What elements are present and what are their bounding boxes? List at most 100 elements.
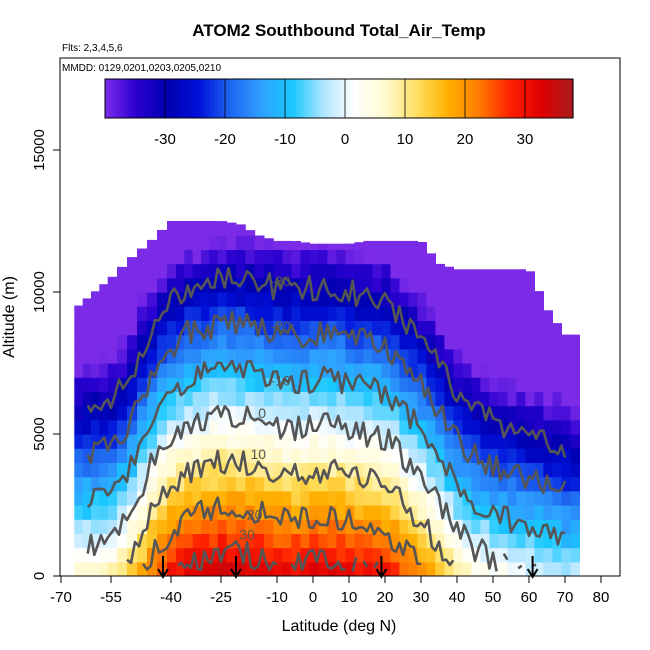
heatmap-cell: [117, 533, 128, 549]
heatmap-cell: [399, 377, 409, 392]
heatmap-cell: [363, 348, 373, 364]
heatmap-cell: [462, 519, 472, 534]
heatmap-cell: [117, 292, 128, 307]
heatmap-cell: [534, 292, 544, 307]
heatmap-cell: [435, 505, 445, 520]
heatmap-cell: [363, 533, 373, 549]
heatmap-cell: [471, 490, 481, 506]
contour-label: -10: [270, 372, 290, 388]
heatmap-cell: [176, 221, 185, 236]
heatmap-cell: [507, 391, 517, 407]
heatmap-cell: [254, 263, 265, 279]
heatmap-cell: [127, 419, 138, 435]
heatmap-cell: [137, 419, 148, 435]
colorbar-segment: [292, 79, 297, 118]
heatmap-cell: [534, 561, 544, 576]
heatmap-cell: [417, 462, 427, 478]
colorbar-segment: [354, 79, 360, 118]
heatmap-cell: [127, 533, 138, 549]
heatmap-cell: [157, 547, 168, 563]
heatmap-cell: [444, 448, 454, 463]
heatmap-cell: [157, 334, 168, 350]
contour-line: [86, 359, 566, 546]
heatmap-cell: [336, 306, 346, 321]
heatmap-cell: [282, 490, 292, 506]
contour-labels: -30 -20 -10 0 10 20 30: [239, 273, 291, 542]
heatmap-cell: [399, 476, 409, 492]
heatmap-cell: [561, 434, 571, 449]
heatmap-cell: [273, 240, 283, 250]
heatmap-cell: [426, 561, 436, 576]
heatmap-cell: [235, 235, 246, 250]
heatmap-cell: [498, 519, 508, 534]
heatmap-cell: [426, 405, 436, 421]
heatmap-cell: [363, 419, 373, 435]
y-axis: 0 5000 10000 15000: [31, 129, 60, 580]
heatmap-cell: [147, 363, 158, 378]
heatmap-cell: [399, 334, 409, 350]
heatmap-cell: [107, 519, 118, 534]
heatmap-cell: [127, 348, 138, 364]
heatmap-cell: [309, 249, 319, 265]
heatmap-cell: [217, 547, 228, 563]
heatmap-cell: [291, 320, 301, 336]
heatmap-cell: [525, 462, 535, 478]
heatmap-cell: [127, 391, 138, 407]
heatmap-cell: [354, 547, 364, 563]
heatmap-cell: [309, 419, 319, 435]
heatmap-cell: [327, 243, 337, 250]
heatmap-cell: [408, 320, 418, 336]
heatmap-cell: [435, 320, 445, 336]
colorbar-segment: [452, 79, 457, 118]
heatmap-cell: [192, 221, 202, 236]
heatmap-cell: [498, 377, 508, 392]
heatmap-cell: [107, 419, 118, 435]
heatmap-cell: [309, 277, 319, 293]
heatmap-cell: [363, 363, 373, 378]
heatmap-cell: [381, 348, 391, 364]
heatmap-cell: [534, 419, 544, 435]
heatmap-cell: [399, 391, 409, 407]
heatmap-cell: [300, 405, 310, 421]
heatmap-cell: [91, 377, 100, 392]
heatmap-cell: [263, 434, 274, 449]
x-tick-label: -55: [100, 589, 122, 606]
heatmap-cell: [99, 434, 109, 449]
heatmap-cell: [157, 229, 168, 236]
heatmap-cell: [209, 221, 219, 236]
flight-arrow: [157, 556, 169, 579]
heatmap-cell: [444, 547, 454, 563]
heatmap-cell: [471, 391, 481, 407]
heatmap-cell: [372, 348, 382, 364]
heatmap-cell: [184, 249, 194, 265]
colorbar-segment: [151, 79, 157, 118]
heatmap-cell: [480, 269, 490, 279]
colorbar-segment: [420, 79, 426, 118]
heatmap-cell: [363, 306, 373, 321]
heatmap-cell: [435, 277, 445, 293]
colorbar-segment: [440, 79, 445, 118]
heatmap-cell: [282, 434, 292, 449]
heatmap-cell: [74, 305, 84, 307]
heatmap-cell: [273, 448, 283, 463]
heatmap-cell: [516, 505, 526, 520]
heatmap-cell: [498, 476, 508, 492]
heatmap-cell: [471, 320, 481, 336]
heatmap-cell: [74, 419, 84, 435]
contour-line: [86, 266, 567, 458]
colorbar-segment: [495, 79, 500, 118]
heatmap-cell: [192, 505, 202, 520]
heatmap-cell: [525, 476, 535, 492]
heatmap-cell: [516, 490, 526, 506]
heatmap-cell: [235, 334, 246, 350]
heatmap-cell: [408, 391, 418, 407]
heatmap-cell: [235, 348, 246, 364]
x-tick-label: 30: [413, 589, 430, 606]
heatmap-cell: [570, 448, 580, 463]
heatmap-cell: [462, 462, 472, 478]
heatmap-cell: [137, 448, 148, 463]
heatmap-cell: [291, 334, 301, 350]
heatmap-cell: [245, 320, 256, 336]
heatmap-cell: [309, 377, 319, 392]
heatmap-cell: [408, 334, 418, 350]
